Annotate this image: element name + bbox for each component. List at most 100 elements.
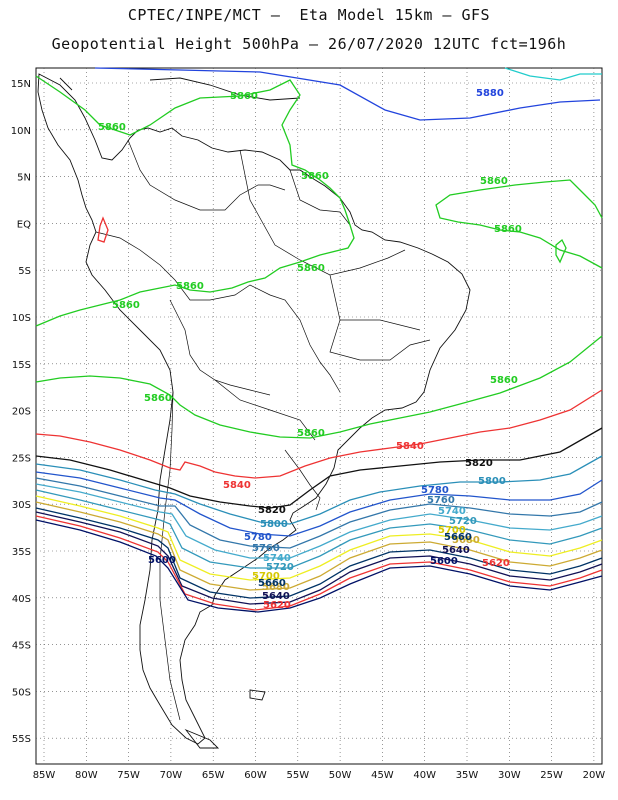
label-5860: 5860 xyxy=(297,428,325,439)
contour-5840 xyxy=(35,389,603,479)
latitude-tick-label: 30S xyxy=(12,500,31,511)
contour-lines xyxy=(35,67,603,613)
longitude-tick-label: 65W xyxy=(202,770,225,781)
latitude-tick-label: 55S xyxy=(12,734,31,745)
longitude-tick-label: 75W xyxy=(117,770,140,781)
latitude-tick-label: 10S xyxy=(12,313,31,324)
contour-5860-south xyxy=(35,335,603,439)
latitude-tick-label: 50S xyxy=(12,687,31,698)
contour-5880-cyan xyxy=(504,67,602,81)
label-5780: 5780 xyxy=(244,532,272,543)
longitude-ticks: 85W 80W 75W 70W 65W 60W 55W 50W 45W 40W 35W 30W 25W 2… xyxy=(33,770,606,781)
label-5760: 5760 xyxy=(252,543,280,554)
contour-5860-loop xyxy=(555,238,567,264)
label-5800: 5800 xyxy=(260,519,288,530)
label-5880: 5880 xyxy=(476,88,504,99)
label-5860: 5860 xyxy=(297,263,325,274)
map-frame xyxy=(35,67,603,765)
label-5860: 5860 xyxy=(112,300,140,311)
contour-labels: 5860 5860 5860 5860 5860 5860 5860 5860 … xyxy=(98,88,522,611)
falklands xyxy=(249,689,266,701)
longitude-tick-label: 35W xyxy=(456,770,479,781)
border-brazil-states xyxy=(239,149,431,361)
contour-5840-blob xyxy=(97,216,109,243)
label-5760: 5760 xyxy=(427,495,455,506)
contour-5660 xyxy=(35,507,603,599)
border-peru-bolivia xyxy=(169,299,271,396)
label-5640: 5640 xyxy=(442,545,470,556)
contour-5780 xyxy=(35,471,603,537)
label-5860: 5860 xyxy=(176,281,204,292)
label-5700: 5700 xyxy=(438,525,466,536)
label-5820: 5820 xyxy=(258,505,286,516)
label-5620: 5620 xyxy=(263,600,291,611)
longitude-tick-label: 55W xyxy=(286,770,309,781)
longitude-tick-label: 40W xyxy=(413,770,436,781)
label-5660: 5660 xyxy=(258,578,286,589)
label-5680: 5680 xyxy=(452,535,480,546)
longitude-tick-label: 45W xyxy=(371,770,394,781)
border-guianas xyxy=(289,169,351,226)
coastlines xyxy=(37,73,471,749)
label-5660: 5660 xyxy=(444,532,472,543)
latitude-tick-label: 40S xyxy=(12,594,31,605)
longitude-tick-label: 85W xyxy=(33,770,56,781)
longitude-tick-label: 20W xyxy=(583,770,606,781)
border-colombia-venezuela xyxy=(127,139,286,211)
longitude-tick-label: 80W xyxy=(75,770,98,781)
border-ecuador-peru xyxy=(95,231,161,266)
label-5600: 5600 xyxy=(430,556,458,567)
label-5820: 5820 xyxy=(465,458,493,469)
border-bolivia-paraguay xyxy=(214,379,316,441)
longitude-tick-label: 25W xyxy=(540,770,563,781)
contour-5620 xyxy=(35,515,603,611)
label-5860: 5860 xyxy=(494,224,522,235)
label-5860: 5860 xyxy=(480,176,508,187)
tierra-del-fuego xyxy=(184,728,220,749)
contour-5760 xyxy=(35,477,603,549)
latitude-tick-label: 45S xyxy=(12,641,31,652)
latitude-tick-label: 25S xyxy=(12,453,31,464)
label-5860: 5860 xyxy=(98,122,126,133)
longitude-tick-label: 70W xyxy=(160,770,183,781)
latitude-tick-label: 5N xyxy=(17,173,31,184)
contour-5740 xyxy=(35,483,603,559)
label-5740: 5740 xyxy=(263,553,291,564)
contour-5680 xyxy=(35,501,603,591)
label-5800: 5800 xyxy=(478,476,506,487)
label-5840: 5840 xyxy=(223,480,251,491)
label-5620: 5620 xyxy=(482,558,510,569)
south-america-coast xyxy=(37,73,471,745)
label-5600: 5600 xyxy=(148,555,176,566)
contour-5860-east xyxy=(435,179,603,269)
latitude-tick-label: 15N xyxy=(11,79,31,90)
border-argentina-uruguay xyxy=(284,449,321,511)
contour-5700 xyxy=(35,495,603,581)
latitude-ticks: 15N 10N 5N EQ 5S 10S 15S 20S 25S 30S 35S 40S 45S 50S 5… xyxy=(11,79,31,745)
label-5780: 5780 xyxy=(421,485,449,496)
longitude-tick-label: 60W xyxy=(244,770,267,781)
label-5700: 5700 xyxy=(252,571,280,582)
label-5640: 5640 xyxy=(262,591,290,602)
latitude-tick-label: EQ xyxy=(17,219,31,230)
longitude-tick-label: 30W xyxy=(498,770,521,781)
label-5860: 5860 xyxy=(230,91,258,102)
contour-5820 xyxy=(35,427,603,509)
label-5680: 5680 xyxy=(262,582,290,593)
label-5720: 5720 xyxy=(449,516,477,527)
latitude-tick-label: 10N xyxy=(11,126,31,137)
contour-5880 xyxy=(94,67,601,121)
label-5840: 5840 xyxy=(396,441,424,452)
label-5860: 5860 xyxy=(490,375,518,386)
graticule xyxy=(36,68,602,764)
contour-5600 xyxy=(35,519,603,613)
label-5860: 5860 xyxy=(144,393,172,404)
border-brazil-west xyxy=(159,264,341,393)
map-title-line1: CPTEC/INPE/MCT – Eta Model 15km – GFS xyxy=(127,6,491,24)
contour-5800 xyxy=(35,455,603,525)
caribbean-coast xyxy=(59,77,301,101)
label-5740: 5740 xyxy=(438,506,466,517)
contour-5720 xyxy=(35,489,603,569)
longitude-tick-label: 50W xyxy=(329,770,352,781)
